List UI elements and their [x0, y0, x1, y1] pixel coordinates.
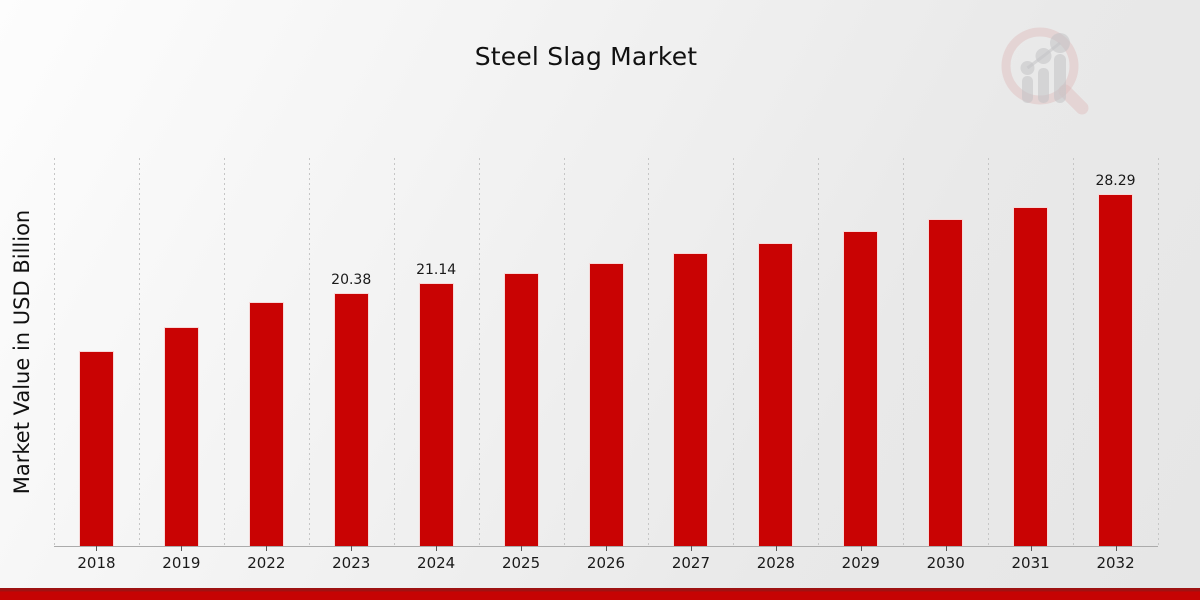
x-axis-label-2027: 2027: [671, 554, 711, 572]
x-axis-tick: [946, 546, 947, 551]
gridline: [1073, 158, 1074, 546]
bar-value-label-2032: 28.29: [1095, 173, 1136, 189]
bottom-accent-bar: [0, 588, 1200, 600]
bar-2027: [673, 253, 708, 546]
x-axis-label-2029: 2029: [841, 554, 880, 572]
gridline: [224, 158, 225, 546]
gridline: [479, 158, 480, 546]
x-axis-label-2025: 2025: [501, 554, 541, 572]
x-axis-tick: [1116, 546, 1117, 551]
x-axis-tick: [861, 546, 862, 551]
x-axis-label-2018: 2018: [77, 554, 116, 572]
x-axis-label-2019: 2019: [162, 554, 201, 572]
bar-2031: [1013, 207, 1048, 546]
y-axis-label: Market Value in USD Billion: [10, 209, 34, 495]
x-axis-tick: [776, 546, 777, 551]
bar-2026: [589, 263, 624, 546]
x-axis-tick: [181, 546, 182, 551]
x-axis-tick: [436, 546, 437, 551]
bar-2025: [504, 273, 539, 546]
bar-2024: [419, 283, 454, 546]
gridline: [309, 158, 310, 546]
x-axis-tick: [96, 546, 97, 551]
x-axis-tick: [521, 546, 522, 551]
magnifier-bar-chart-logo-icon: [1001, 27, 1089, 115]
bar-2018: [79, 351, 114, 546]
x-axis-label-2030: 2030: [926, 554, 965, 572]
x-axis-label-2028: 2028: [756, 554, 795, 572]
gridline: [648, 158, 649, 546]
bar-value-label-2024: 21.14: [416, 262, 457, 278]
gridline: [733, 158, 734, 546]
x-axis-tick: [266, 546, 267, 551]
x-axis-label-2026: 2026: [586, 554, 626, 572]
x-axis-label-2023: 2023: [332, 554, 371, 572]
x-axis-tick: [351, 546, 352, 551]
bar-2022: [249, 302, 284, 546]
gridline: [564, 158, 565, 546]
chart-title: Steel Slag Market: [474, 42, 698, 71]
x-axis-tick: [691, 546, 692, 551]
x-axis-label-2032: 2032: [1096, 554, 1135, 572]
bar-2032: [1098, 194, 1133, 546]
bar-2030: [928, 219, 963, 546]
gridline: [988, 158, 989, 546]
gridline: [1158, 158, 1159, 546]
plot-area: 2018 2019 2022 20.38 2023 21.14 2024 2025 2026 20…: [54, 158, 1159, 572]
gridline: [818, 158, 819, 546]
x-axis-label-2022: 2022: [247, 554, 286, 572]
x-axis-label-2031: 2031: [1011, 554, 1050, 572]
bar-2028: [758, 243, 793, 546]
gridline: [54, 158, 55, 546]
x-axis-tick: [606, 546, 607, 551]
bar-2023: [334, 293, 369, 546]
bar-2029: [843, 231, 878, 546]
bar-value-label-2023: 20.38: [331, 272, 372, 288]
x-axis-label-2024: 2024: [417, 554, 456, 572]
gridline: [903, 158, 904, 546]
gridline: [139, 158, 140, 546]
bar-2019: [164, 327, 199, 546]
x-axis-tick: [1031, 546, 1032, 551]
gridline: [394, 158, 395, 546]
